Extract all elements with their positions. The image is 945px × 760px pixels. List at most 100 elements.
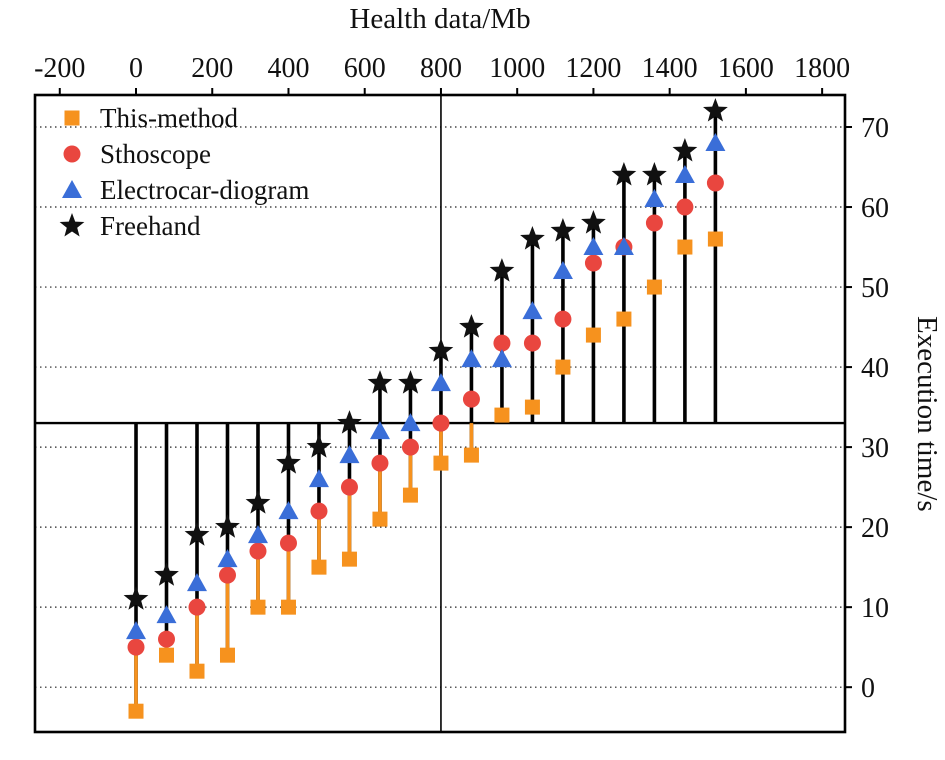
marker-square [64,110,80,126]
marker-star [367,370,393,394]
marker-square [128,703,144,719]
marker-circle [462,390,480,408]
marker-triangle [491,349,512,368]
legend-label: Sthoscope [100,138,211,169]
circle-marker-icon [63,145,81,163]
x-tick-label: 1200 [565,53,621,84]
marker-star [459,314,484,338]
legend-item: Sthoscope [52,136,309,172]
marker-triangle [705,133,726,152]
marker-star [428,338,454,362]
marker-square [402,487,418,503]
x-tick-label: 0 [129,53,143,84]
marker-triangle [613,237,634,256]
marker-triangle [430,373,451,392]
marker-triangle [308,469,329,488]
star-marker-icon [59,213,85,237]
marker-star [306,434,332,458]
marker-star [215,514,240,538]
marker-star [245,490,271,514]
marker-square [341,551,357,567]
marker-circle [676,198,694,216]
marker-square [280,599,296,615]
marker-circle [218,566,236,584]
marker-square [189,663,205,679]
marker-star [398,370,423,394]
marker-circle [432,414,450,432]
marker-circle [493,334,511,352]
marker-square [372,511,388,527]
x-axis-title: Health data/Mb [349,3,531,35]
legend: This-method Sthoscope Electrocar-diogram… [52,100,309,244]
marker-square [524,399,540,415]
x-tick-label: 1800 [794,53,850,84]
marker-circle [706,174,724,192]
marker-circle [127,638,145,656]
marker-triangle [156,605,177,624]
marker-circle [584,254,602,272]
triangle-marker-icon [62,180,82,198]
marker-star [611,162,637,186]
marker-square [707,231,723,247]
marker-circle [340,478,358,496]
legend-item: Freehand [52,208,309,244]
x-tick-label: 1600 [718,53,774,84]
marker-triangle [674,165,695,184]
marker-star [337,410,362,434]
y-axis-title: Execution time/s [911,315,943,512]
x-tick-label: 400 [267,53,309,84]
marker-square [159,647,175,663]
marker-triangle [278,501,299,520]
y-tick-label: 0 [861,673,875,704]
marker-star [672,138,698,162]
marker-square [433,455,449,471]
marker-square [250,599,266,615]
x-tick-label: 1400 [642,53,698,84]
legend-label: Electrocar-diogram [100,174,310,205]
marker-square [616,311,632,327]
marker-circle [645,214,663,232]
marker-star [520,226,545,250]
x-tick-label: 800 [420,53,462,84]
y-tick-label: 20 [861,513,889,544]
marker-square [555,359,571,375]
marker-star [184,522,210,546]
marker-square [585,327,601,343]
legend-label: This-method [100,102,238,133]
marker-triangle [400,413,421,432]
marker-star [59,213,85,237]
marker-star [276,450,301,474]
marker-circle [63,145,81,163]
marker-square [677,239,693,255]
marker-square [463,447,479,463]
marker-triangle [187,573,207,592]
marker-triangle [62,180,82,198]
marker-triangle [217,549,238,568]
y-tick-label: 10 [861,593,889,624]
y-tick-label: 70 [861,113,889,144]
marker-circle [188,598,206,616]
marker-triangle [552,261,573,280]
x-tick-label: 200 [191,53,233,84]
marker-circle [523,334,541,352]
marker-star [489,258,515,282]
legend-label: Freehand [100,210,201,241]
marker-star [123,586,149,610]
marker-star [581,210,606,234]
marker-square [646,279,662,295]
marker-circle [310,502,328,520]
x-tick-label: 1000 [489,53,545,84]
marker-circle [249,542,267,560]
marker-square [311,559,327,575]
marker-triangle [522,301,543,320]
y-tick-label: 60 [861,193,889,224]
x-tick-label: 600 [344,53,386,84]
marker-triangle [461,349,482,368]
marker-triangle [339,445,360,464]
marker-star [550,218,576,242]
marker-square [494,407,510,423]
legend-item: This-method [52,100,309,136]
marker-star [154,562,179,586]
